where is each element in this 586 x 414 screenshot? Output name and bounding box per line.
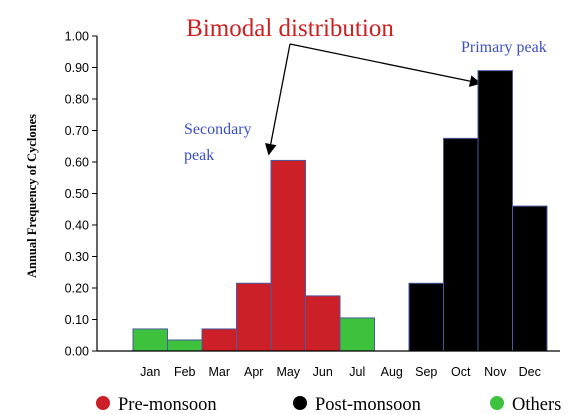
x-tick-label: Oct [451, 365, 471, 379]
x-axis-ticks: Jan Feb Mar Apr May Jun Jul Aug Sep Oct Nov Dec [140, 365, 541, 379]
x-tick-label: Nov [484, 365, 507, 379]
y-tick-label: 0.60 [65, 156, 89, 170]
y-axis-label: Annual Frequency of Cyclones [25, 114, 39, 278]
bar-mar [201, 328, 237, 352]
legend-marker [293, 396, 307, 410]
annotation-primary: Primary peak [461, 39, 547, 56]
x-tick-label: Aug [381, 365, 403, 379]
x-tick-label: Jun [313, 365, 333, 379]
arrow-to-secondary-peak [264, 43, 291, 156]
y-axis-ticks: 0.00 0.10 0.20 0.30 0.40 0.50 0.60 0.70 0.80 0.90… [65, 30, 97, 359]
y-tick-label: 0.40 [65, 219, 89, 233]
annotation-secondary-line1: Secondary [184, 121, 252, 138]
bar-apr [236, 282, 272, 352]
chart-title: Bimodal distribution [186, 15, 394, 42]
legend-label: Pre-monsoon [118, 395, 217, 414]
y-tick-label: 0.00 [65, 345, 89, 359]
annotation-secondary-line2: peak [184, 147, 214, 164]
y-tick-label: 0.30 [65, 250, 89, 264]
y-tick-label: 0.70 [65, 124, 89, 138]
legend-marker [490, 396, 504, 410]
y-tick-label: 0.20 [65, 282, 89, 296]
bar-feb [167, 339, 203, 352]
bar-may [270, 159, 306, 352]
x-tick-label: Dec [519, 365, 541, 379]
legend: Pre-monsoon Post-monsoon Others [96, 395, 561, 414]
bar-dec [512, 205, 548, 352]
bar-jul [339, 317, 375, 352]
bar-oct [443, 137, 479, 352]
x-tick-label: Sep [415, 365, 437, 379]
y-tick-label: 0.90 [65, 61, 89, 75]
y-tick-label: 0.50 [65, 187, 89, 201]
arrow-to-primary-peak [289, 43, 482, 87]
bar-sep [408, 282, 444, 352]
x-tick-label: Jan [140, 365, 160, 379]
x-tick-label: Apr [244, 365, 263, 379]
legend-marker [96, 396, 110, 410]
x-tick-label: Jul [349, 365, 365, 379]
x-tick-label: Mar [208, 365, 230, 379]
y-tick-label: 0.10 [65, 313, 89, 327]
legend-label: Others [512, 395, 561, 414]
bar-nov [477, 70, 513, 352]
bar-jun [305, 295, 341, 352]
y-tick-label: 0.80 [65, 93, 89, 107]
y-tick-label: 1.00 [65, 30, 89, 44]
legend-label: Post-monsoon [315, 395, 421, 414]
bar-jan [132, 328, 168, 352]
bars [132, 70, 548, 352]
x-tick-label: May [276, 365, 300, 379]
x-tick-label: Feb [174, 365, 196, 379]
